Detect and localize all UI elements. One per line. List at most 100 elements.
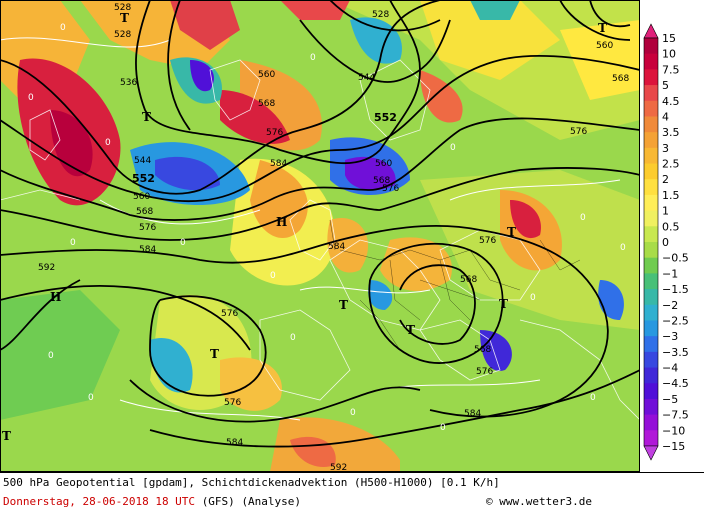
svg-text:568: 568 [136,207,153,217]
svg-text:0: 0 [440,423,446,433]
legend-swatch [644,336,658,353]
legend-swatch [644,257,658,274]
svg-text:592: 592 [330,463,347,472]
svg-text:568: 568 [460,275,477,285]
model-name: (GFS) [201,495,235,508]
svg-text:0: 0 [310,53,316,63]
svg-text:T: T [499,297,508,311]
svg-text:0: 0 [350,408,356,418]
svg-text:H: H [50,290,61,304]
legend-tick-label: 0 [662,236,669,249]
legend-swatch [644,163,658,180]
legend-swatch [644,194,658,212]
svg-text:584: 584 [226,438,243,448]
svg-text:576: 576 [382,184,399,194]
svg-text:0: 0 [88,393,94,403]
legend-swatch [644,116,658,133]
svg-text:0: 0 [580,213,586,223]
svg-text:560: 560 [258,70,275,80]
legend-tick-label: 2 [662,173,669,186]
legend-tick-label: 0.5 [662,220,680,233]
svg-text:0: 0 [270,271,276,281]
svg-text:576: 576 [476,367,493,377]
legend-tick-label: −10 [662,424,685,437]
legend-tick-label: 1 [662,205,669,218]
svg-text:584: 584 [270,159,287,169]
svg-text:H: H [276,215,287,229]
legend-tick-label: 10 [662,48,676,61]
svg-text:576: 576 [570,127,587,137]
legend-tick-label: 3 [662,142,669,155]
legend-tick-label: −4 [662,362,678,375]
contour-labels: 528 528 536 544 552 560 568 576 584 592 … [38,3,629,472]
map-title: 500 hPa Geopotential [gpdam], Schichtdic… [3,476,500,489]
svg-text:576: 576 [479,236,496,246]
legend-tick-label: 4.5 [662,95,680,108]
svg-text:576: 576 [266,128,283,138]
svg-text:576: 576 [221,309,238,319]
legend-swatch [644,210,658,227]
legend-ticks: 15 10 7.5 5 4.5 4 3.5 3 2.5 2 1.5 1 0.5 0 −0.5 −1 −1.5 −2… [662,32,689,453]
pressure-labels: T T T H H T T T T T T [2,11,607,443]
website-link[interactable]: www.wetter3.de [499,495,592,508]
legend-tick-label: 1.5 [662,189,680,202]
legend-tick-label: 3.5 [662,126,680,139]
svg-text:T: T [406,323,415,337]
legend-tick-label: −2 [662,299,678,312]
legend-swatch [644,367,658,384]
color-legend: 15 10 7.5 5 4.5 4 3.5 3 2.5 2 1.5 1 0.5 0 −0.5 −1 −1.5 −2… [643,23,689,461]
svg-text:544: 544 [134,156,151,166]
svg-text:536: 536 [120,78,137,88]
zero-isolines [0,37,621,421]
legend-arrow-bottom [643,445,659,461]
legend-tick-label: 2.5 [662,158,680,171]
copyright-icon: © [486,495,493,508]
svg-text:568: 568 [373,176,390,186]
svg-text:T: T [339,298,348,312]
legend-swatch [644,100,658,117]
legend-scale [643,37,659,447]
svg-text:560: 560 [375,159,392,169]
caption-bar: 500 hPa Geopotential [gpdam], Schichtdic… [0,472,704,514]
legend-swatch [644,85,658,102]
svg-text:0: 0 [180,238,186,248]
legend-swatch [644,398,658,416]
legend-tick-label: −2.5 [662,314,689,327]
zero-labels: 0 0 0 0 0 0 0 0 0 0 0 0 0 0 0 0 0 [28,23,626,433]
legend-swatch [644,38,658,55]
svg-text:584: 584 [464,409,481,419]
svg-text:576: 576 [224,398,241,408]
legend-swatch [644,273,658,290]
legend-tick-label: 7.5 [662,63,680,76]
svg-text:0: 0 [450,143,456,153]
svg-text:T: T [507,225,516,239]
svg-text:0: 0 [60,23,66,33]
legend-swatch [644,351,658,369]
svg-text:T: T [210,347,219,361]
svg-text:0: 0 [620,243,626,253]
svg-text:584: 584 [328,242,345,252]
svg-text:0: 0 [590,393,596,403]
legend-swatch [644,53,658,70]
legend-tick-label: 5 [662,79,669,92]
svg-text:568: 568 [474,345,491,355]
svg-text:560: 560 [596,41,613,51]
legend-tick-label: 4 [662,110,669,123]
legend-tick-label: −5 [662,393,678,406]
svg-text:544: 544 [358,73,375,83]
svg-text:584: 584 [139,245,156,255]
svg-text:552: 552 [374,111,397,124]
legend-tick-label: 15 [662,32,676,45]
svg-text:552: 552 [132,172,155,185]
legend-swatch [644,69,658,86]
legend-swatch [644,289,658,306]
svg-text:528: 528 [114,30,131,40]
svg-text:568: 568 [612,74,629,84]
svg-text:T: T [598,21,607,35]
legend-arrow-top [643,23,659,39]
svg-text:528: 528 [114,3,131,13]
svg-text:0: 0 [70,238,76,248]
svg-text:0: 0 [290,333,296,343]
legend-swatch [644,304,658,321]
run-type: (Analyse) [241,495,302,508]
